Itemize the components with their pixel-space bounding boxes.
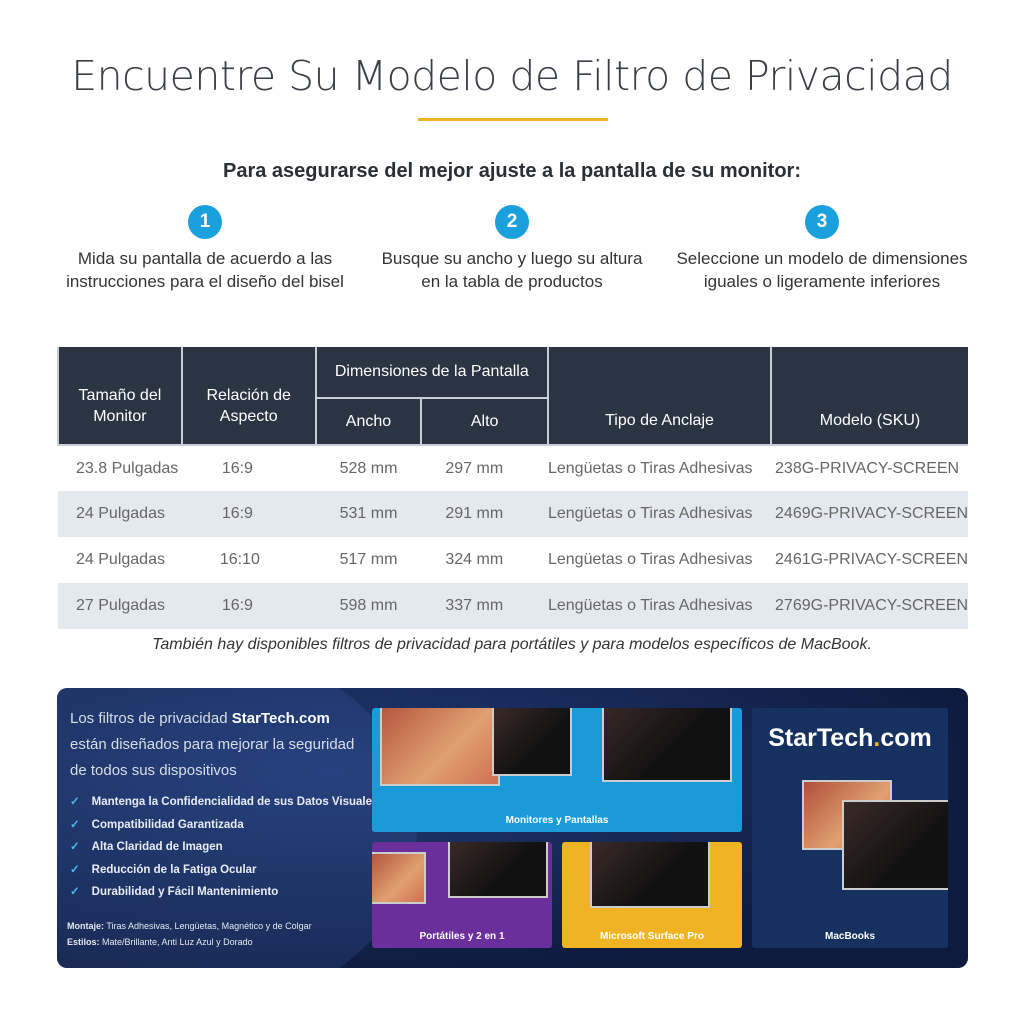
- panel-laptops: Portátiles y 2 en 1: [372, 842, 552, 948]
- header-height: Alto: [420, 398, 549, 446]
- panel-monitors: Monitores y Pantallas: [372, 708, 742, 832]
- panel-label: MacBooks: [824, 931, 875, 942]
- header-sku: Modelo (SKU): [770, 347, 968, 446]
- styles-value: Mate/Brillante, Anti Luz Azul y Dorado: [99, 937, 253, 947]
- feature-item: ✓ Reducción de la Fatiga Ocular: [70, 863, 257, 876]
- check-icon: ✓: [70, 796, 80, 808]
- cell-width: 531 mm: [315, 491, 422, 537]
- feature-item: ✓ Alta Claridad de Imagen: [70, 841, 223, 853]
- cell-mount: Lengüetas o Tiras Adhesivas: [547, 459, 753, 477]
- monitor-image: [380, 708, 500, 786]
- banner-meta: Montaje: Tiras Adhesivas, Lengüetas, Mag…: [67, 918, 312, 950]
- feature-item: ✓ Mantenga la Confidencialidad de sus Dat…: [70, 796, 379, 808]
- cell-mount: Lengüetas o Tiras Adhesivas: [547, 583, 772, 629]
- panel-label: Microsoft Surface Pro: [600, 931, 704, 942]
- check-icon: ✓: [70, 886, 80, 898]
- cell-width: 517 mm: [339, 551, 398, 568]
- header-mount: Tipo de Anclaje: [546, 347, 773, 446]
- step-number-badge: 2: [495, 205, 529, 239]
- brand-name: StarTech.com: [231, 710, 330, 727]
- step-number-badge: 1: [188, 205, 222, 239]
- mount-label: Montaje:: [67, 921, 104, 931]
- check-icon: ✓: [70, 863, 80, 876]
- cell-sku: 238G-PRIVACY-SCREEN: [775, 459, 960, 477]
- cell-height: 337 mm: [421, 583, 548, 629]
- macbook-image: [842, 800, 948, 890]
- mount-value: Tiras Adhesivas, Lengüetas, Magnético y …: [104, 921, 312, 931]
- laptop-image: [448, 842, 548, 898]
- header-ratio: Relación de Aspecto: [180, 347, 317, 446]
- cell-height: 291 mm: [421, 491, 548, 537]
- cell-ratio: 16:9: [221, 459, 253, 477]
- step-text: Busque su ancho y luego su altura en la …: [381, 249, 643, 291]
- cell-height: 324 mm: [445, 551, 504, 568]
- cell-width: 528 mm: [339, 459, 398, 477]
- check-icon: ✓: [70, 818, 80, 831]
- header-width: Ancho: [314, 398, 423, 446]
- cell-width: 598 mm: [315, 583, 422, 629]
- cell-size: 27 Pulgadas: [58, 583, 182, 629]
- cell-mount: Lengüetas o Tiras Adhesivas: [547, 551, 753, 568]
- feature-item: ✓ Compatibilidad Garantizada: [70, 818, 244, 831]
- header-dimensions: Dimensiones de la Pantalla: [314, 347, 549, 399]
- tablet-image: [590, 842, 710, 908]
- cell-size: 23.8 Pulgadas: [76, 459, 179, 477]
- cell-sku: 2769G-PRIVACY-SCREEN: [771, 583, 968, 629]
- cell-ratio: 16:10: [219, 551, 260, 568]
- decorative-shape: [57, 688, 417, 968]
- cell-height: 297 mm: [445, 459, 504, 477]
- step-2: 2 Busque su ancho y luego su altura en l…: [362, 205, 662, 293]
- step-text: Mida su pantalla de acuerdo a las instru…: [66, 249, 344, 291]
- monitor-image: [492, 708, 572, 776]
- title-underline: [418, 118, 608, 121]
- monitor-image: [602, 708, 732, 782]
- product-table: Tamaño del Monitor Relación de Aspecto D…: [57, 347, 968, 629]
- cell-mount: Lengüetas o Tiras Adhesivas: [547, 491, 772, 537]
- panel-label: Monitores y Pantallas: [505, 815, 609, 826]
- check-icon: ✓: [70, 841, 80, 853]
- promo-banner: Los filtros de privacidad StarTech.com e…: [57, 688, 968, 968]
- cell-ratio: 16:9: [181, 491, 316, 537]
- table-row: 24 Pulgadas 16:10 517 mm 324 mm Lengüetas o …: [58, 537, 968, 583]
- footnote: También hay disponibles filtros de priva…: [152, 636, 872, 653]
- lead-text: están diseñados para mejorar la segurida…: [70, 736, 355, 779]
- lead-text: Los filtros de privacidad: [70, 710, 232, 727]
- header-size: Tamaño del Monitor: [57, 347, 183, 446]
- subtitle: Para asegurarse del mejor ajuste a la pa…: [223, 160, 801, 182]
- panel-label: Portátiles y 2 en 1: [419, 931, 505, 942]
- cell-sku: 2469G-PRIVACY-SCREEN: [771, 491, 968, 537]
- cell-size: 24 Pulgadas: [58, 491, 182, 537]
- feature-list: ✓ Mantenga la Confidencialidad de sus Dat…: [70, 794, 378, 907]
- cell-sku: 2461G-PRIVACY-SCREEN: [775, 551, 968, 568]
- step-number-badge: 3: [805, 205, 839, 239]
- step-3: 3 Seleccione un modelo de dimensiones ig…: [672, 205, 972, 293]
- styles-label: Estilos:: [67, 937, 100, 947]
- table-row: 27 Pulgadas 16:9 598 mm 337 mm Lengüetas o T…: [58, 583, 968, 629]
- table-row: 24 Pulgadas 16:9 531 mm 291 mm Lengüetas o T…: [58, 491, 968, 537]
- page-title: Encuentre Su Modelo de Filtro de Privaci…: [71, 52, 953, 100]
- feature-item: ✓ Durabilidad y Fácil Mantenimiento: [70, 886, 279, 898]
- panel-surface: Microsoft Surface Pro: [562, 842, 742, 948]
- startech-logo: StarTech.com: [768, 724, 932, 752]
- step-1: 1 Mida su pantalla de acuerdo a las inst…: [55, 205, 355, 293]
- banner-lead: Los filtros de privacidad StarTech.com e…: [70, 706, 370, 784]
- panel-macbooks: StarTech.com MacBooks: [752, 708, 948, 948]
- step-text: Seleccione un modelo de dimensiones igua…: [676, 249, 968, 291]
- laptop-image: [372, 852, 426, 904]
- table-row: 23.8 Pulgadas 16:9 528 mm 297 mm Lengüetas o…: [58, 445, 968, 491]
- cell-ratio: 16:9: [181, 583, 316, 629]
- cell-size: 24 Pulgadas: [76, 551, 165, 568]
